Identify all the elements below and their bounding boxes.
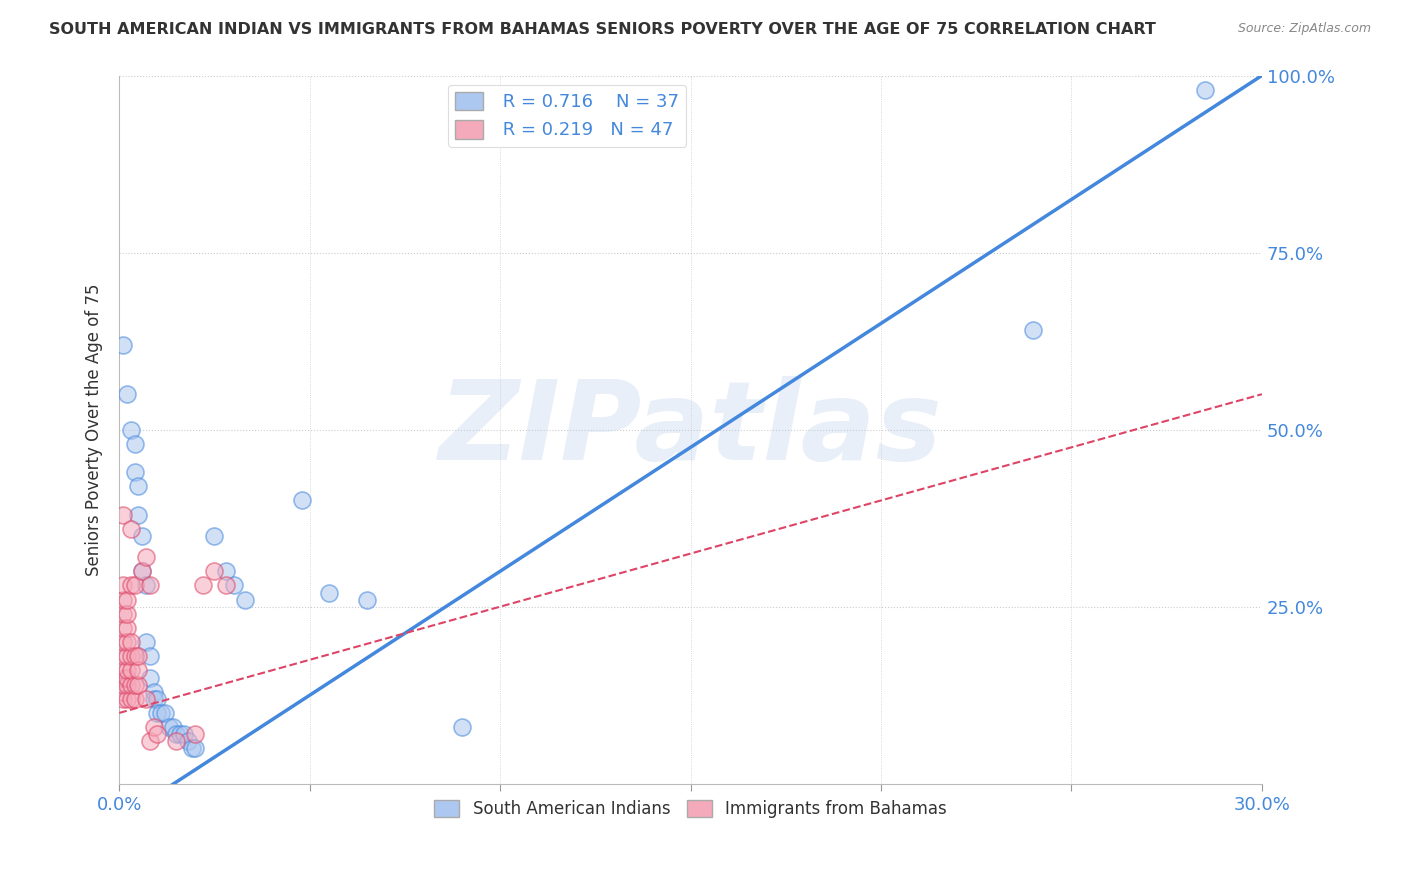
Point	[1022, 323, 1045, 337]
Point	[112, 649, 135, 664]
Point	[177, 734, 200, 748]
Point	[112, 337, 135, 351]
Point	[120, 677, 142, 691]
Point	[120, 691, 142, 706]
Point	[135, 550, 157, 565]
Point	[142, 684, 165, 698]
Point	[204, 564, 226, 578]
Point	[356, 592, 378, 607]
Point	[120, 664, 142, 678]
Text: SOUTH AMERICAN INDIAN VS IMMIGRANTS FROM BAHAMAS SENIORS POVERTY OVER THE AGE OF: SOUTH AMERICAN INDIAN VS IMMIGRANTS FROM…	[49, 22, 1156, 37]
Point	[146, 727, 169, 741]
Point	[1194, 83, 1216, 97]
Point	[112, 677, 135, 691]
Point	[150, 706, 173, 720]
Point	[139, 649, 162, 664]
Point	[157, 720, 180, 734]
Point	[115, 607, 138, 621]
Text: Source: ZipAtlas.com: Source: ZipAtlas.com	[1237, 22, 1371, 36]
Point	[120, 522, 142, 536]
Point	[120, 649, 142, 664]
Point	[124, 691, 146, 706]
Point	[222, 578, 245, 592]
Point	[115, 691, 138, 706]
Point	[135, 635, 157, 649]
Point	[135, 691, 157, 706]
Point	[112, 592, 135, 607]
Point	[169, 727, 191, 741]
Point	[318, 585, 340, 599]
Point	[115, 664, 138, 678]
Point	[124, 437, 146, 451]
Point	[112, 621, 135, 635]
Point	[146, 706, 169, 720]
Point	[124, 677, 146, 691]
Point	[204, 529, 226, 543]
Point	[127, 649, 149, 664]
Point	[215, 564, 238, 578]
Point	[131, 564, 153, 578]
Legend: South American Indians, Immigrants from Bahamas: South American Indians, Immigrants from …	[427, 794, 953, 825]
Point	[112, 578, 135, 592]
Point	[120, 578, 142, 592]
Point	[291, 493, 314, 508]
Point	[115, 592, 138, 607]
Point	[127, 677, 149, 691]
Point	[165, 727, 187, 741]
Point	[124, 649, 146, 664]
Point	[112, 691, 135, 706]
Point	[115, 387, 138, 401]
Point	[191, 578, 214, 592]
Point	[112, 671, 135, 685]
Point	[112, 508, 135, 522]
Point	[120, 423, 142, 437]
Point	[215, 578, 238, 592]
Point	[142, 720, 165, 734]
Point	[233, 592, 256, 607]
Y-axis label: Seniors Poverty Over the Age of 75: Seniors Poverty Over the Age of 75	[86, 284, 103, 576]
Point	[112, 607, 135, 621]
Point	[173, 727, 195, 741]
Point	[153, 706, 176, 720]
Point	[115, 677, 138, 691]
Point	[127, 664, 149, 678]
Point	[139, 671, 162, 685]
Point	[139, 578, 162, 592]
Point	[115, 621, 138, 635]
Point	[124, 465, 146, 479]
Point	[180, 741, 202, 756]
Point	[184, 741, 207, 756]
Point	[115, 649, 138, 664]
Point	[112, 664, 135, 678]
Point	[184, 727, 207, 741]
Point	[139, 734, 162, 748]
Point	[165, 734, 187, 748]
Point	[127, 508, 149, 522]
Point	[115, 671, 138, 685]
Point	[112, 684, 135, 698]
Point	[124, 578, 146, 592]
Point	[115, 635, 138, 649]
Point	[112, 635, 135, 649]
Point	[451, 720, 474, 734]
Point	[131, 529, 153, 543]
Point	[131, 564, 153, 578]
Point	[135, 578, 157, 592]
Point	[146, 691, 169, 706]
Text: ZIPatlas: ZIPatlas	[439, 376, 942, 483]
Point	[127, 479, 149, 493]
Point	[162, 720, 184, 734]
Point	[142, 691, 165, 706]
Point	[120, 635, 142, 649]
